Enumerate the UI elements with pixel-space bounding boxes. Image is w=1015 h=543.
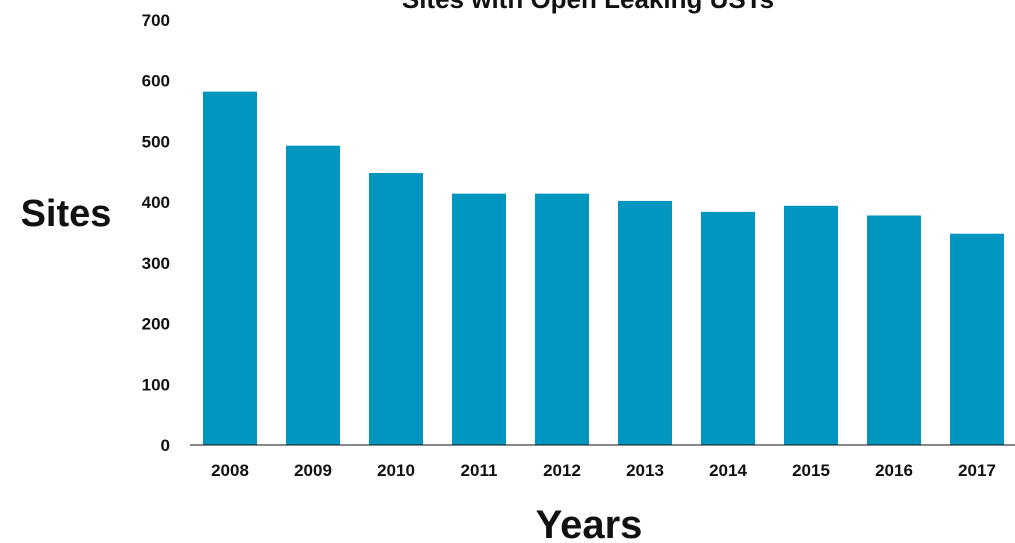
y-tick-label: 600 xyxy=(142,72,170,91)
x-tick-label: 2015 xyxy=(792,461,830,480)
y-tick-label: 100 xyxy=(142,375,170,394)
x-tick-label: 2008 xyxy=(211,461,249,480)
x-tick-label: 2013 xyxy=(626,461,664,480)
y-tick-label: 200 xyxy=(142,315,170,334)
bar-2010 xyxy=(369,173,423,445)
x-axis-title: Years xyxy=(536,503,643,543)
bar-2011 xyxy=(452,193,506,445)
y-tick-label: 500 xyxy=(142,132,170,151)
y-tick-label: 300 xyxy=(142,254,170,273)
bars xyxy=(203,91,1004,446)
x-tick-label: 2012 xyxy=(543,461,581,480)
x-tick-label: 2011 xyxy=(461,461,498,480)
x-tick-label: 2014 xyxy=(709,461,747,480)
x-tick-label: 2009 xyxy=(294,461,332,480)
x-tick-label: 2017 xyxy=(958,461,996,480)
x-axis-ticks: 2008 2009 2010 2011 2012 2013 2014 2015 2016 2017 xyxy=(211,461,996,480)
bar-2012 xyxy=(535,193,589,445)
bar-2016 xyxy=(867,215,921,445)
y-tick-label: 400 xyxy=(142,193,170,212)
bar-2008 xyxy=(203,91,257,446)
bar-2017 xyxy=(950,233,1004,445)
y-tick-label: 0 xyxy=(161,436,170,455)
y-axis-ticks: 0 100 200 300 400 500 600 700 xyxy=(142,11,170,455)
x-tick-label: 2016 xyxy=(875,461,913,480)
x-tick-label: 2010 xyxy=(377,461,415,480)
bar-2013 xyxy=(618,200,672,445)
chart-title: Sites with Open Leaking USTs xyxy=(402,0,774,14)
bar-2014 xyxy=(701,211,755,445)
y-tick-label: 700 xyxy=(142,11,170,30)
y-axis-title: Sites xyxy=(21,193,112,235)
bar-2009 xyxy=(286,145,340,445)
bar-2015 xyxy=(784,205,838,445)
